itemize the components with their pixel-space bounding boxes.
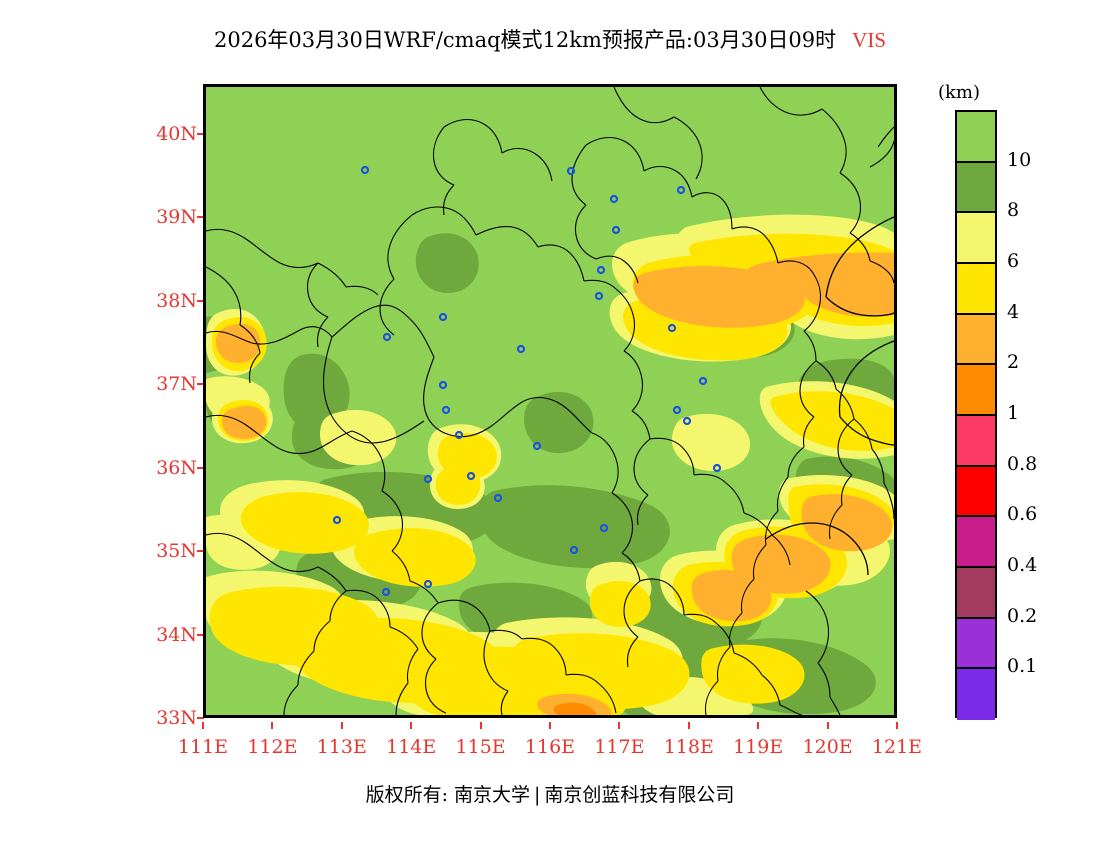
y-axis-tick-37N: 37N bbox=[156, 373, 197, 396]
y-axis-tick-38N: 38N bbox=[156, 289, 197, 312]
footer-separator: | bbox=[534, 784, 541, 806]
colorbar-units-label: (km) bbox=[938, 82, 981, 103]
x-axis-tickmark-111E bbox=[202, 722, 204, 729]
colorbar-band-9 bbox=[957, 567, 995, 619]
coastline bbox=[765, 216, 894, 576]
x-axis-tick-117E: 117E bbox=[594, 736, 645, 758]
y-axis-tick-40N: 40N bbox=[156, 123, 197, 146]
x-axis-tick-118E: 118E bbox=[663, 736, 714, 758]
y-axis-tickmark-38N bbox=[197, 299, 204, 302]
colorbar-band-6 bbox=[957, 415, 995, 467]
colorbar-band-2 bbox=[957, 213, 995, 264]
y-axis-tick-36N: 36N bbox=[156, 456, 197, 479]
x-axis-tick-116E: 116E bbox=[524, 736, 576, 758]
colorbar-band-0 bbox=[957, 112, 995, 163]
y-axis-tickmark-34N bbox=[197, 633, 204, 636]
colorbar-label-0.2: 0.2 bbox=[1007, 604, 1038, 627]
map-plot-area[interactable] bbox=[203, 84, 897, 718]
page-title: 2026年03月30日WRF/cmaq模式12km预报产品:03月30日09时 V… bbox=[0, 24, 1100, 54]
colorbar-band-4 bbox=[957, 314, 995, 366]
colorbar-label-6: 6 bbox=[1007, 250, 1020, 272]
band-1-2 bbox=[553, 702, 596, 715]
y-axis-tick-35N: 35N bbox=[156, 540, 197, 563]
x-axis-tickmark-117E bbox=[618, 722, 621, 729]
colorbar-label-4: 4 bbox=[1007, 300, 1020, 323]
x-axis-tickmark-115E bbox=[479, 722, 482, 729]
x-axis-tickmark-116E bbox=[549, 722, 551, 729]
y-axis-tick-33N: 33N bbox=[156, 707, 197, 729]
x-axis-tick-112E: 112E bbox=[247, 736, 298, 758]
title-variable-label: VIS bbox=[852, 28, 886, 52]
x-axis-tickmark-119E bbox=[757, 722, 760, 729]
x-axis: 111E 112E 113E 114E 115E 116E 117E 118E 119E 120E… bbox=[178, 722, 922, 762]
y-axis: 40N 39N 38N 37N 36N 35N 34N 33N bbox=[137, 84, 204, 729]
colorbar-band-8 bbox=[957, 517, 995, 568]
colorbar-band-1 bbox=[957, 162, 995, 214]
x-axis-tickmark-114E bbox=[410, 722, 413, 729]
footer: 版权所有: 南京大学 | 南京创蓝科技有限公司 bbox=[0, 780, 1100, 807]
x-axis-tick-114E: 114E bbox=[386, 736, 437, 758]
y-axis-tickmark-35N bbox=[197, 550, 204, 553]
colorbar-band-10 bbox=[957, 618, 995, 670]
colorbar-label-0.4: 0.4 bbox=[1007, 554, 1038, 576]
colorbar-band-7 bbox=[957, 466, 995, 518]
y-axis-tickmark-33N bbox=[197, 717, 204, 719]
title-main-text: 2026年03月30日WRF/cmaq模式12km预报产品:03月30日09时 bbox=[213, 28, 837, 52]
city-station-markers bbox=[332, 165, 722, 597]
x-axis-tickmark-120E bbox=[826, 722, 829, 729]
x-axis-tick-119E: 119E bbox=[733, 736, 784, 758]
colorbar-label-1: 1 bbox=[1007, 402, 1020, 424]
footer-copyright: 版权所有: 南京大学 bbox=[365, 784, 531, 806]
colorbar-band-3 bbox=[957, 263, 995, 315]
visibility-contour-map bbox=[206, 87, 894, 715]
colorbar-label-2: 2 bbox=[1007, 351, 1020, 374]
x-axis-tickmark-113E bbox=[340, 722, 343, 729]
colorbar-label-0.6: 0.6 bbox=[1007, 503, 1038, 526]
x-axis-tick-115E: 115E bbox=[455, 736, 506, 758]
y-axis-tickmark-40N bbox=[197, 133, 204, 136]
colorbar-label-0.1: 0.1 bbox=[1007, 655, 1038, 678]
colorbar-label-10: 10 bbox=[1007, 148, 1032, 171]
x-axis-tick-111E: 111E bbox=[177, 736, 229, 758]
colorbar-band-5 bbox=[957, 365, 995, 416]
x-axis-tick-121E: 121E bbox=[871, 736, 923, 758]
colorbar-bands bbox=[955, 110, 997, 720]
y-axis-tickmark-39N bbox=[197, 216, 204, 219]
footer-company: 南京创蓝科技有限公司 bbox=[544, 784, 735, 806]
y-axis-tickmark-36N bbox=[197, 466, 204, 469]
x-axis-tick-120E: 120E bbox=[802, 736, 853, 758]
x-axis-tick-113E: 113E bbox=[316, 736, 367, 758]
y-axis-tickmark-37N bbox=[197, 383, 204, 386]
colorbar-label-0.8: 0.8 bbox=[1007, 452, 1038, 475]
x-axis-tickmark-112E bbox=[271, 722, 274, 729]
administrative-boundaries bbox=[206, 87, 894, 715]
x-axis-tickmark-118E bbox=[687, 722, 690, 729]
y-axis-tick-39N: 39N bbox=[156, 206, 197, 229]
colorbar-label-8: 8 bbox=[1007, 199, 1020, 222]
y-axis-tick-34N: 34N bbox=[156, 623, 197, 646]
x-axis-tickmark-121E bbox=[896, 722, 898, 729]
colorbar-band-11 bbox=[957, 669, 995, 720]
